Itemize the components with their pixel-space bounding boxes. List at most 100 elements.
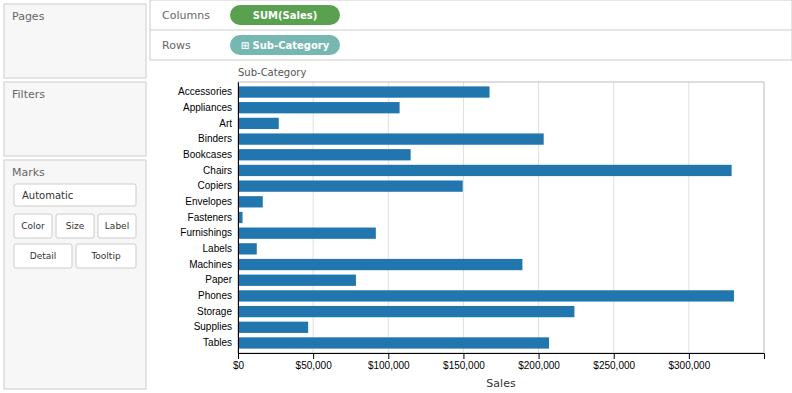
y-tick: Copiers [198,180,238,191]
header: Columns SUM(Sales) Rows ⊞ Sub-Category [150,0,792,60]
bar [238,275,356,286]
shelf-pill [230,35,340,55]
bar [238,322,308,333]
bar [238,228,376,239]
x-tick: $50,000 [296,353,333,371]
x-tick: $250,000 [593,353,635,371]
y-tick-label: Binders [198,133,232,144]
y-tick-label: Labels [203,243,232,254]
y-tick-label: Fasteners [188,212,232,223]
y-tick-label: Appliances [183,102,232,113]
chart-root: PagesFiltersMarksAutomaticColorSizeLabel… [0,0,792,393]
bar [238,337,549,348]
side-panel: PagesFiltersMarksAutomaticColorSizeLabel… [4,4,146,389]
y-tick: Art [219,118,238,129]
section-label: Pages [12,10,45,23]
y-tick-label: Chairs [203,165,232,176]
y-tick: Envelopes [185,196,238,207]
panel-section [4,82,146,156]
marks-button [76,244,136,268]
x-tick-mark [689,353,690,359]
x-tick: $300,000 [668,353,710,371]
y-tick: Labels [203,243,238,254]
bar [238,102,400,113]
y-tick-label: Supplies [194,321,232,332]
grid-line [688,82,689,353]
bar [238,165,732,176]
panel-section [4,4,146,78]
x-tick-label: $150,000 [443,360,485,371]
section-label: Marks [12,166,45,179]
y-axis-line [238,83,239,354]
y-tick: Accessories [178,86,238,97]
bar [238,259,522,270]
y-axis-title: Sub-Category [238,67,306,78]
marks-dropdown-label: Automatic [22,190,73,201]
x-tick-label: $50,000 [296,360,333,371]
shelf-label: Columns [162,9,210,22]
y-tick: Machines [189,259,238,270]
x-tick-label: $250,000 [593,360,635,371]
y-tick-label: Bookcases [183,149,232,160]
grid-line [613,82,614,353]
bars [238,86,734,348]
y-tick-label: Phones [198,290,232,301]
bar [238,133,544,144]
marks-dropdown [14,184,136,206]
marks-button [56,214,94,238]
x-tick-mark [539,353,540,359]
y-tick: Binders [198,133,238,144]
y-tick: Furnishings [180,227,238,238]
y-tick: Tables [203,337,238,348]
y-axis: Accessories Appliances Art Binders Bookcases… [178,83,238,354]
y-tick-label: Art [219,118,232,129]
y-tick: Supplies [194,321,238,332]
y-tick-label: Tables [203,337,232,348]
x-tick-mark [614,353,615,359]
y-tick-label: Accessories [178,86,232,97]
x-axis-line [239,354,765,360]
shelf-pill-label: ⊞ Sub-Category [241,40,330,51]
x-axis: $0$50,000$100,000$150,000$200,000$250,00… [233,353,765,371]
x-axis-title: Sales [486,377,516,390]
y-tick-label: Copiers [198,180,232,191]
x-tick-label: $0 [233,360,245,371]
x-tick-label: $300,000 [668,360,710,371]
shelf-pill [230,5,340,25]
shelf-pill-label: SUM(Sales) [253,10,318,21]
panel-section [4,160,146,389]
bar [238,290,734,301]
plot-frame [238,82,764,353]
marks-button-label: Label [105,221,129,231]
y-tick-label: Machines [189,259,232,270]
marks-button-label: Detail [30,251,57,261]
y-tick: Bookcases [183,149,238,160]
bar [238,86,490,97]
y-tick: Phones [198,290,238,301]
bar [238,196,263,207]
marks-button [98,214,136,238]
plot-background [238,82,764,353]
section-label: Filters [12,88,45,101]
bar [238,180,463,191]
shelf-label: Rows [162,39,191,52]
marks-button-label: Tooltip [90,251,121,261]
header-divider [150,30,792,31]
x-tick-mark [313,353,314,359]
x-tick: $150,000 [443,353,485,371]
y-tick-label: Furnishings [180,227,232,238]
header-bg [150,0,792,60]
y-tick-label: Paper [205,274,232,285]
x-tick: $200,000 [518,353,560,371]
bar [238,118,279,129]
marks-button [14,214,52,238]
x-tick-mark [463,353,464,359]
bar [238,149,411,160]
marks-button-label: Color [21,221,45,231]
x-tick: $0 [233,353,245,371]
y-tick: Fasteners [188,212,238,223]
marks-button [14,244,72,268]
y-tick-label: Envelopes [185,196,232,207]
y-tick: Appliances [183,102,238,113]
y-tick-label: Storage [197,306,232,317]
